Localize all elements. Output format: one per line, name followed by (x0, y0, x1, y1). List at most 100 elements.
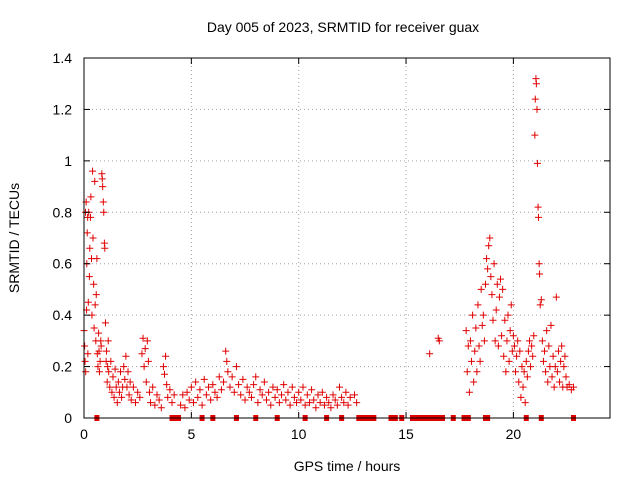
data-point (542, 368, 550, 376)
data-point (112, 383, 120, 391)
data-point (510, 342, 518, 350)
data-point (338, 393, 346, 401)
data-point (473, 368, 481, 376)
data-point (475, 342, 483, 350)
x-tick-label: 20 (506, 426, 522, 442)
data-point (335, 383, 343, 391)
data-point (312, 404, 320, 412)
data-point (275, 399, 283, 407)
data-point (90, 324, 98, 332)
data-point (153, 391, 161, 399)
data-point (252, 373, 260, 381)
data-point (560, 363, 568, 371)
data-point (484, 265, 492, 273)
y-tick-label: 0.6 (53, 256, 73, 272)
data-point (487, 273, 495, 281)
data-point (495, 293, 503, 301)
data-point (265, 388, 273, 396)
data-point (547, 321, 555, 329)
data-point (323, 393, 331, 401)
data-point (486, 234, 494, 242)
data-point (121, 375, 129, 383)
data-point (223, 357, 231, 365)
data-point (552, 293, 560, 301)
data-point (545, 342, 553, 350)
data-point (305, 399, 313, 407)
data-point (232, 363, 240, 371)
data-point (108, 388, 116, 396)
data-point (114, 378, 122, 386)
data-point (522, 357, 530, 365)
data-point (295, 388, 303, 396)
data-point (124, 368, 132, 376)
data-point (89, 234, 97, 242)
data-point (549, 352, 557, 360)
data-point (187, 383, 195, 391)
data-point (280, 381, 288, 389)
data-point (98, 175, 106, 183)
data-point (514, 337, 522, 345)
data-point (463, 368, 471, 376)
data-point (106, 383, 114, 391)
data-point (491, 337, 499, 345)
data-point (183, 388, 191, 396)
data-point (155, 396, 163, 404)
data-point (286, 401, 294, 409)
data-point (466, 337, 474, 345)
data-point (262, 396, 270, 404)
data-point (222, 347, 230, 355)
x-tick-label: 10 (291, 426, 307, 442)
data-point (220, 378, 228, 386)
data-point (151, 401, 159, 409)
data-point (502, 368, 510, 376)
data-point (346, 393, 354, 401)
data-point (145, 388, 153, 396)
data-point (512, 368, 520, 376)
data-point (327, 404, 335, 412)
data-point (290, 393, 298, 401)
data-point (245, 388, 253, 396)
data-point (100, 208, 108, 216)
data-point (93, 255, 101, 263)
x-tick-label: 0 (80, 426, 88, 442)
data-point (278, 391, 286, 399)
data-point (177, 401, 185, 409)
data-point (91, 177, 99, 185)
data-point (333, 401, 341, 409)
data-point (81, 357, 89, 365)
data-point (318, 388, 326, 396)
data-point (207, 396, 215, 404)
data-point (494, 342, 502, 350)
data-point (200, 375, 208, 383)
data-point (205, 383, 213, 391)
data-point (299, 383, 307, 391)
data-point (95, 368, 103, 376)
data-point (241, 396, 249, 404)
data-point (535, 260, 543, 268)
data-point (508, 347, 516, 355)
data-point (260, 378, 268, 386)
data-point (543, 327, 551, 335)
data-point (211, 388, 219, 396)
grid-lines (84, 58, 610, 418)
data-point (144, 357, 152, 365)
data-point (134, 388, 142, 396)
data-point (530, 332, 538, 340)
data-point (529, 352, 537, 360)
data-point (92, 291, 100, 299)
data-point (558, 342, 566, 350)
data-point (95, 329, 103, 337)
data-point (478, 321, 486, 329)
data-point (181, 404, 189, 412)
data-point (132, 399, 140, 407)
data-point (521, 399, 529, 407)
data-point (534, 203, 542, 211)
data-point (101, 244, 109, 252)
data-point (490, 260, 498, 268)
data-point (527, 363, 535, 371)
data-point (113, 399, 121, 407)
x-tick-label: 5 (187, 426, 195, 442)
data-point (87, 193, 95, 201)
data-point (506, 327, 514, 335)
data-point (518, 363, 526, 371)
